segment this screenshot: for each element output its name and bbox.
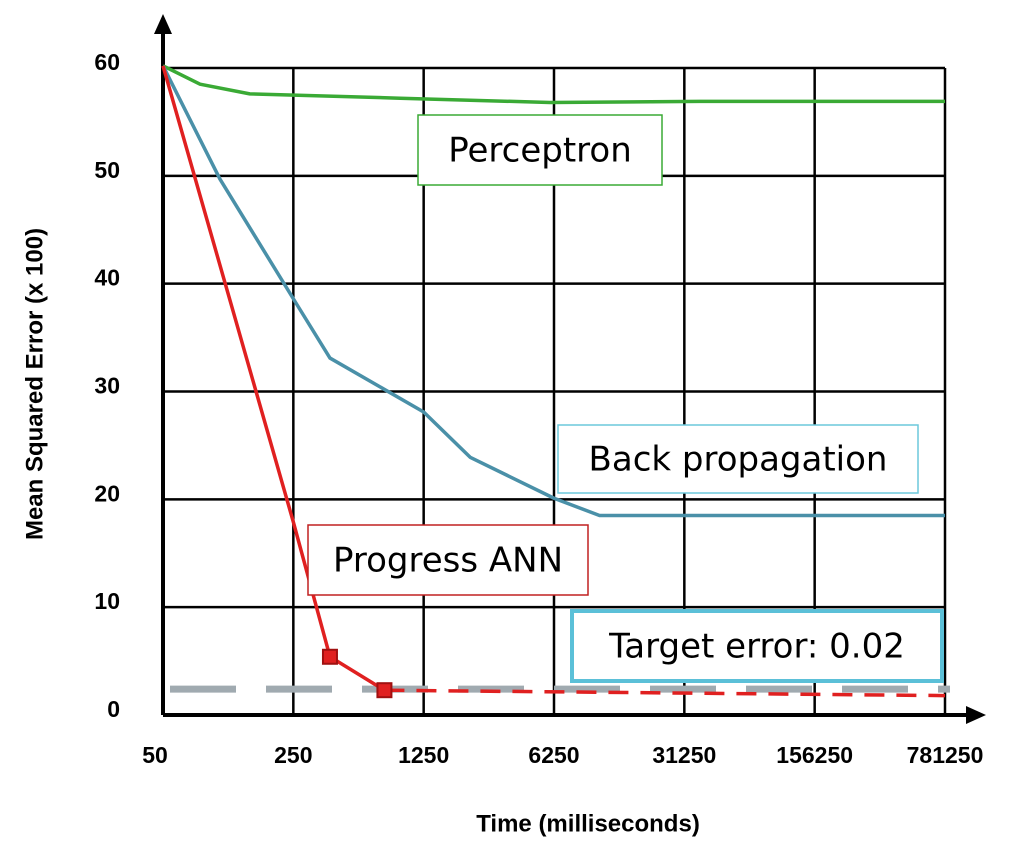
x-tick-label: 156250 bbox=[776, 742, 853, 768]
y-axis-label: Mean Squared Error (x 100) bbox=[21, 228, 48, 540]
annotation-box bbox=[417, 114, 663, 186]
annotation-text: Perceptron bbox=[448, 131, 632, 171]
x-tick-label: 1250 bbox=[398, 742, 449, 768]
y-axis-arrow bbox=[154, 14, 172, 34]
y-tick-label: 60 bbox=[94, 49, 120, 75]
x-tick-label: 50 bbox=[142, 742, 168, 768]
annotation-box bbox=[307, 524, 589, 596]
y-tick-label: 10 bbox=[94, 588, 120, 614]
y-tick-label: 0 bbox=[107, 696, 120, 722]
x-axis-label: Time (milliseconds) bbox=[476, 810, 700, 837]
annotation-box bbox=[557, 424, 919, 494]
data-marker bbox=[376, 682, 393, 699]
series-line bbox=[384, 688, 946, 698]
annotation-box bbox=[570, 609, 944, 683]
data-marker bbox=[321, 648, 338, 665]
y-tick-label: 50 bbox=[94, 157, 120, 183]
x-tick-label: 31250 bbox=[652, 742, 716, 768]
x-tick-label: 250 bbox=[274, 742, 312, 768]
annotation-text: Back propagation bbox=[589, 440, 888, 480]
x-tick-label: 781250 bbox=[907, 742, 984, 768]
y-tick-label: 30 bbox=[94, 373, 120, 399]
y-tick-label: 20 bbox=[94, 480, 120, 506]
annotation-text: Progress ANN bbox=[333, 541, 563, 581]
series-line bbox=[161, 65, 386, 692]
series-line bbox=[161, 65, 945, 518]
x-axis-arrow bbox=[966, 706, 986, 724]
x-tick-label: 6250 bbox=[528, 742, 579, 768]
annotation-text: Target error: 0.02 bbox=[608, 627, 905, 667]
y-tick-label: 40 bbox=[94, 265, 120, 291]
series-line bbox=[162, 64, 945, 105]
